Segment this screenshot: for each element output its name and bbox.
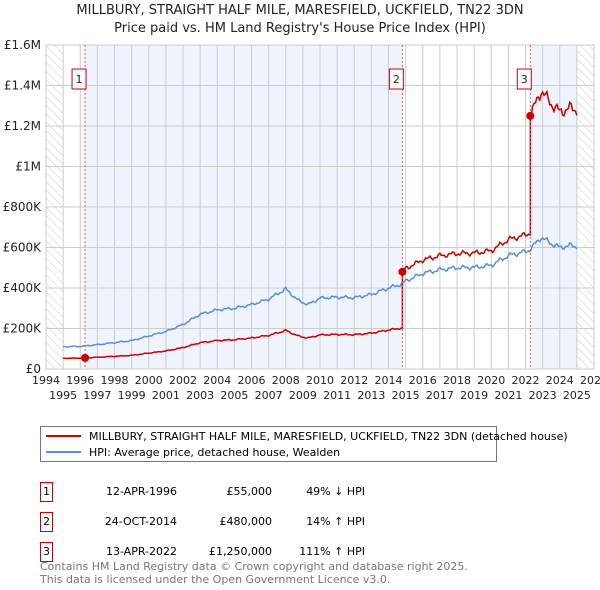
x-tick-label: 2023 xyxy=(529,389,557,402)
x-tick-label: 2018 xyxy=(443,374,471,387)
sale-label-box xyxy=(516,68,532,90)
sale-label: 3 xyxy=(521,73,528,86)
sale-price: £55,000 xyxy=(226,485,273,498)
x-tick-label: 1998 xyxy=(101,374,129,387)
x-tick-label: 1996 xyxy=(66,374,94,387)
x-tick-label: 2008 xyxy=(272,374,300,387)
sale-number-box: 2 xyxy=(40,512,53,532)
legend: MILLBURY, STRAIGHT HALF MILE, MARESFIELD… xyxy=(40,426,568,462)
y-tick-label: £1.2M xyxy=(4,119,41,133)
price-chart: 1994 1995 1996 1997 1998 1999 2000 2001 2002 2003… xyxy=(3,38,600,402)
x-tick-label: 2022 xyxy=(512,374,540,387)
x-tick-label: 2014 xyxy=(375,374,403,387)
sale-row: 3 13-APR-2022 £1,250,000 111% ↑ HPI xyxy=(40,542,440,562)
legend-blue-label: HPI: Average price, detached house, Weal… xyxy=(89,445,341,459)
legend-red-line xyxy=(46,435,81,437)
x-tick-label: 1994 xyxy=(32,374,60,387)
footer-line1: Contains HM Land Registry data © Crown c… xyxy=(40,560,468,573)
x-tick-label: 2005 xyxy=(220,389,248,402)
x-tick-label: 2012 xyxy=(340,374,368,387)
x-tick-label: 2017 xyxy=(426,389,454,402)
x-tick-label: 1999 xyxy=(118,389,146,402)
footer-line2: This data is licensed under the Open Gov… xyxy=(40,573,391,586)
sale-hpi-diff: 49% ↓ HPI xyxy=(306,485,365,498)
hpi-line xyxy=(63,236,578,348)
sale-number-box: 3 xyxy=(40,542,53,562)
chart-subtitle: Price paid vs. HM Land Registry's House … xyxy=(114,21,486,36)
sale-label-box xyxy=(71,68,87,90)
sale-label-box xyxy=(388,68,404,90)
x-tick-label: 2015 xyxy=(392,389,420,402)
y-tick-label: £800K xyxy=(3,200,43,214)
x-tick-label: 2026 xyxy=(580,374,600,387)
x-tick-label: 2003 xyxy=(186,389,214,402)
x-tick-label: 2009 xyxy=(289,389,317,402)
x-tick-label: 2001 xyxy=(152,389,180,402)
price-paid-line xyxy=(63,89,578,360)
x-tick-label: 1995 xyxy=(49,389,77,402)
y-tick-label: £600K xyxy=(3,241,43,255)
x-tick-label: 2006 xyxy=(238,374,266,387)
sale-date: 24-OCT-2014 xyxy=(104,515,177,528)
legend-blue-line xyxy=(46,451,81,453)
x-tick-label: 2013 xyxy=(357,389,385,402)
x-tick-label: 2007 xyxy=(255,389,283,402)
x-tick-label: 2016 xyxy=(409,374,437,387)
sale-point xyxy=(398,267,407,276)
y-tick-label: £400K xyxy=(3,281,43,295)
legend-red-label: MILLBURY, STRAIGHT HALF MILE, MARESFIELD… xyxy=(89,429,568,443)
sale-row: 2 24-OCT-2014 £480,000 14% ↑ HPI xyxy=(40,512,440,532)
x-tick-label: 2000 xyxy=(135,374,163,387)
sale-row: 1 12-APR-1996 £55,000 49% ↓ HPI xyxy=(40,482,440,502)
x-tick-label: 2021 xyxy=(494,389,522,402)
footer: Contains HM Land Registry data © Crown c… xyxy=(40,560,468,586)
chart-title: MILLBURY, STRAIGHT HALF MILE, MARESFIELD… xyxy=(76,3,524,18)
sale-hpi-diff: 111% ↑ HPI xyxy=(299,545,365,558)
sale-label: 2 xyxy=(393,73,400,86)
x-tick-label: 2025 xyxy=(563,389,591,402)
y-tick-label: £1.6M xyxy=(4,38,41,52)
y-tick-label: £1M xyxy=(15,160,41,174)
x-tick-label: 2002 xyxy=(169,374,197,387)
x-tick-label: 2010 xyxy=(306,374,334,387)
sale-date: 12-APR-1996 xyxy=(105,485,177,498)
x-tick-label: 2004 xyxy=(203,374,231,387)
x-tick-label: 2019 xyxy=(460,389,488,402)
sale-price: £1,250,000 xyxy=(209,545,272,558)
y-tick-label: £1.4M xyxy=(4,79,41,93)
sale-number-box: 1 xyxy=(40,482,53,502)
sale-label: 1 xyxy=(76,73,83,86)
x-tick-label: 2020 xyxy=(477,374,505,387)
y-tick-label: £0 xyxy=(26,362,41,376)
sale-date: 13-APR-2022 xyxy=(105,545,177,558)
sale-hpi-diff: 14% ↑ HPI xyxy=(306,515,365,528)
sale-price: £480,000 xyxy=(219,515,273,528)
x-tick-label: 2011 xyxy=(323,389,351,402)
plot-border xyxy=(45,44,595,370)
x-tick-label: 1997 xyxy=(83,389,111,402)
sale-point xyxy=(81,353,90,362)
y-tick-label: £200K xyxy=(3,322,43,336)
x-tick-label: 2024 xyxy=(546,374,574,387)
sale-point xyxy=(526,111,535,120)
